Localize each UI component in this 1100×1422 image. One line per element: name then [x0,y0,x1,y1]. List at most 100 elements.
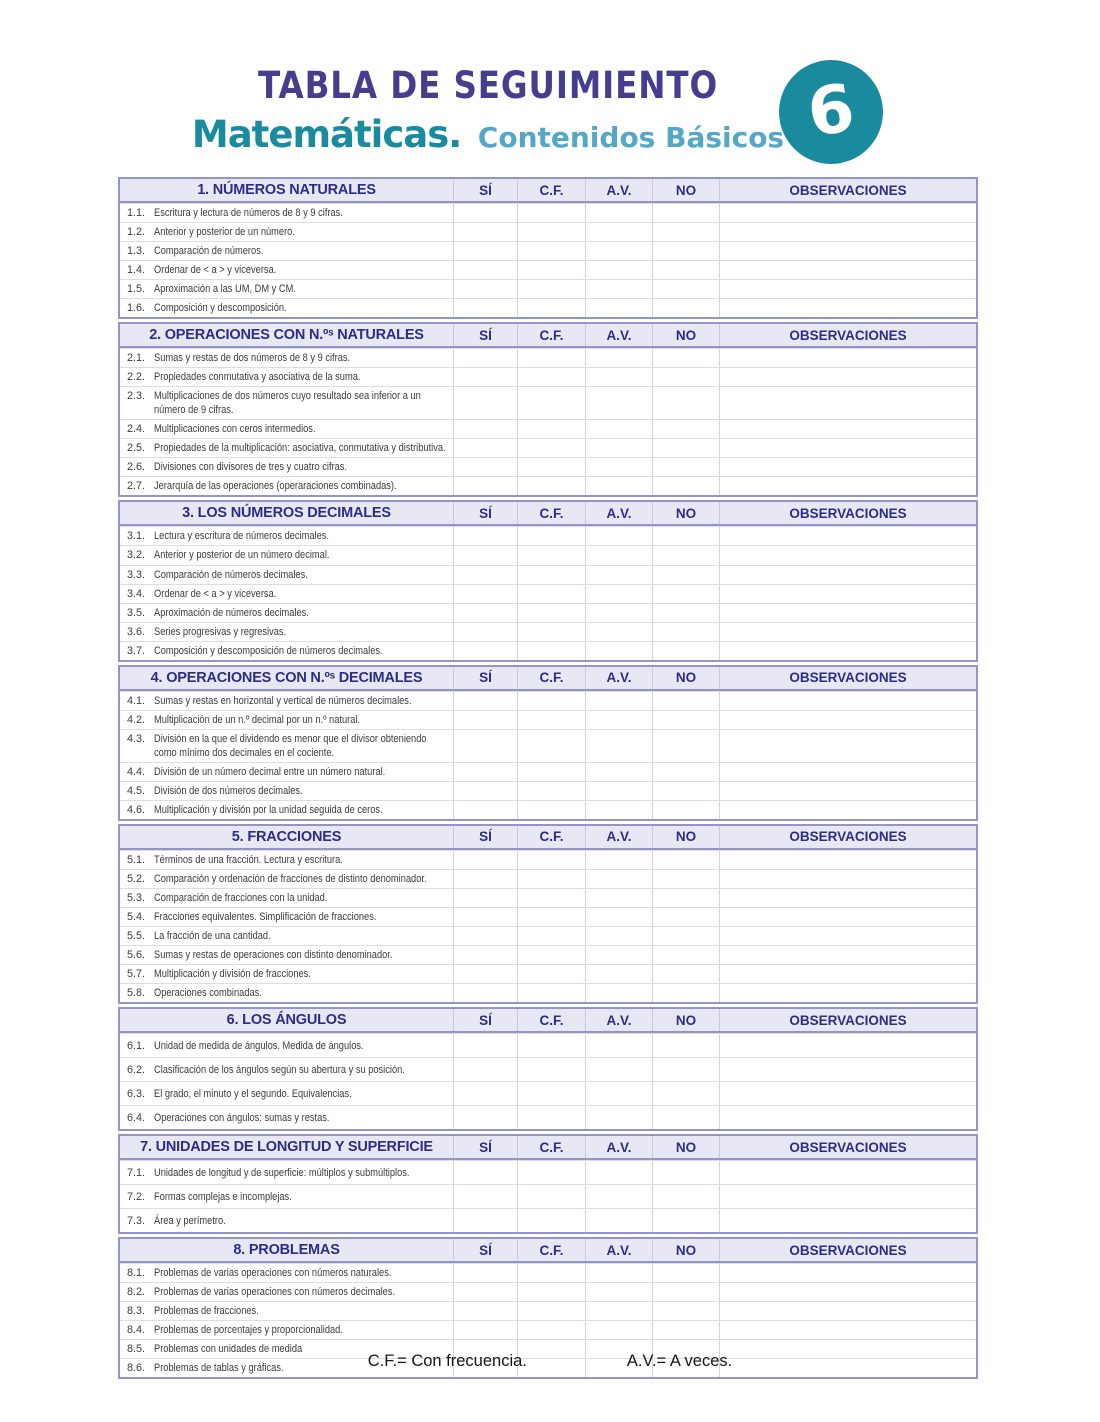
mark-cell [652,691,719,710]
mark-cell [453,946,517,965]
mark-cell [453,927,517,946]
column-header-observaciones: OBSERVACIONES [719,825,976,848]
row-label: Multiplicaciones de dos números cuyo res… [154,390,421,417]
mark-cell [585,1185,652,1209]
column-header-observaciones: OBSERVACIONES [719,1239,976,1262]
row-number: 4.5. [127,784,146,797]
mark-cell [652,458,719,477]
mark-cell [585,299,652,318]
mark-cell [585,907,652,926]
row-description: 1.5. Aproximación a las UM, DM y CM. [120,280,453,298]
mark-cell [585,762,652,781]
title-block: TABLA DE SEGUIMIENTO Matemáticas. Conten… [118,0,858,156]
mark-cell [652,1283,719,1302]
observations-cell [719,280,976,299]
column-header-si: SÍ [453,1009,517,1032]
column-header-observaciones: OBSERVACIONES [719,666,976,689]
mark-cell [517,1209,585,1233]
table-row: 2.2. Propiedades conmutativa y asociativa… [120,367,976,387]
table-row: 4.5. División de dos números decimales. [120,780,976,800]
mark-cell [652,242,719,261]
row-label: Comparación de números. [154,245,264,258]
row-description: 1.6. Composición y descomposición. [120,299,453,317]
row-number: 5.3. [127,891,146,904]
mark-cell [517,907,585,926]
section-header: 7. UNIDADES DE LONGITUD Y SUPERFICIE SÍ C.… [120,1136,976,1161]
row-number: 3.3. [127,568,146,581]
mark-cell [585,223,652,242]
row-label: Ordenar de < a > y viceversa. [154,587,277,600]
observations-cell [719,1209,976,1233]
legend-cf: C.F.= Con frecuencia. [367,1352,527,1370]
mark-cell [585,420,652,439]
section-header: 8. PROBLEMAS SÍ C.F. A.V. NO OBSERVACIONES [120,1239,976,1264]
mark-cell [453,299,517,318]
row-description: 2.6. Divisiones con divisores de tres y c… [120,458,453,476]
mark-cell [652,1058,719,1082]
mark-cell [585,1321,652,1340]
mark-cell [453,1321,517,1340]
section-7: 7. UNIDADES DE LONGITUD Y SUPERFICIE SÍ C.… [118,1134,978,1235]
row-label: Anterior y posterior de un número. [154,226,295,239]
mark-cell [453,1359,517,1378]
mark-cell [453,869,517,888]
table-row: 3.7. Composición y descomposición de núme… [120,640,976,660]
table-row: 5.3. Comparación de fracciones con la uni… [120,887,976,907]
mark-cell [652,1185,719,1209]
mark-cell [585,1034,652,1058]
row-label: Problemas de tablas y gráficas. [154,1362,284,1375]
row-description: 5.3. Comparación de fracciones con la uni… [120,889,453,907]
page-title: TABLA DE SEGUIMIENTO [257,64,719,107]
mark-cell [517,603,585,622]
row-description: 8.4. Problemas de porcentajes y proporcio… [120,1321,453,1339]
section-header: 4. OPERACIONES CON N.ºˢ DECIMALES SÍ C.F. A… [120,666,976,691]
table-row: 1.1. Escritura y lectura de números de 8 … [120,203,976,223]
table-row: 3.1. Lectura y escritura de números decim… [120,526,976,546]
row-description: 8.1. Problemas de varias operaciones con … [120,1264,453,1282]
mark-cell [652,965,719,984]
column-header-no: NO [652,666,719,689]
mark-cell [652,1034,719,1058]
mark-cell [453,710,517,729]
section-title: 6. LOS ÁNGULOS [226,1012,347,1029]
row-number: 2.6. [127,461,146,474]
table-row: 1.3. Comparación de números. [120,241,976,261]
table-row: 3.6. Series progresivas y regresivas. [120,621,976,641]
column-header-observaciones: OBSERVACIONES [719,179,976,201]
table-row: 8.5. Problemas con unidades de medida [120,1339,976,1359]
table-row: 4.1. Sumas y restas en horizontal y verti… [120,690,976,710]
mark-cell [517,984,585,1003]
observations-cell [719,762,976,781]
row-label: Sumas y restas de dos números de 8 y 9 c… [154,352,351,365]
row-description: 2.3. Multiplicaciones de dos números cuyo… [120,387,453,419]
mark-cell [517,729,585,762]
mark-cell [652,420,719,439]
mark-cell [453,1082,517,1106]
row-label: Comparación de fracciones con la unidad. [154,891,328,904]
mark-cell [517,762,585,781]
mark-cell [652,984,719,1003]
observations-cell [719,691,976,710]
row-label: Sumas y restas en horizontal y vertical … [154,694,412,707]
mark-cell [585,1359,652,1378]
subject-title: Matemáticas. [191,113,462,156]
row-description: 1.2. Anterior y posterior de un número. [120,223,453,241]
mark-cell [453,387,517,420]
row-label: Anterior y posterior de un número decima… [154,549,330,562]
row-label: Composición y descomposición. [154,302,287,315]
mark-cell [585,869,652,888]
table-row: 1.2. Anterior y posterior de un número. [120,222,976,242]
observations-cell [719,710,976,729]
subtitle: Contenidos Básicos [477,121,785,154]
row-description: 5.6. Sumas y restas de operaciones con di… [120,946,453,964]
table-row: 5.1. Términos de una fracción. Lectura y … [120,849,976,869]
column-header-cf: C.F. [517,1136,585,1159]
row-number: 2.1. [127,352,146,365]
row-description: 7.1. Unidades de longitud y de superficie… [120,1164,453,1182]
mark-cell [652,1106,719,1130]
mark-cell [453,984,517,1003]
mark-cell [453,368,517,387]
row-number: 6.3. [127,1087,146,1100]
section-title: 2. OPERACIONES CON N.ºˢ NATURALES [149,327,424,344]
row-number: 8.4. [127,1324,146,1337]
